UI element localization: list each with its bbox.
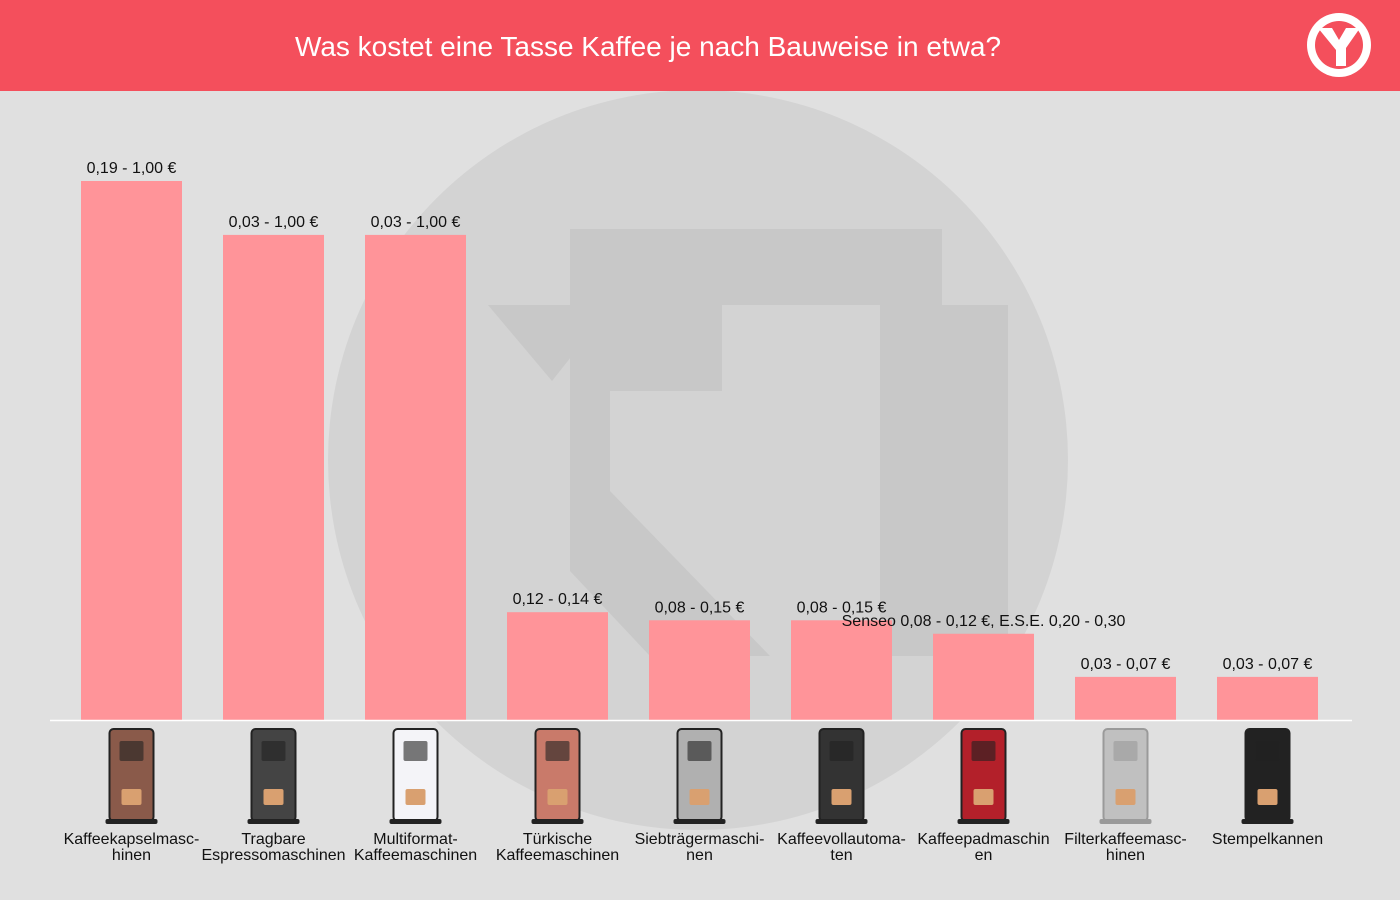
- kt-logo-icon: [1307, 13, 1371, 77]
- data-labels-group: 0,19 - 1,00 € 0,03 - 1,00 € 0,03 - 1,00 € 0…: [87, 160, 1313, 673]
- french-press-icon: [1241, 728, 1294, 824]
- data-label-2: 0,03 - 1,00 €: [371, 214, 461, 231]
- category-label-2-0: Multiformat-: [373, 831, 457, 848]
- bar-8: [1217, 676, 1318, 720]
- bar-7: [1075, 676, 1176, 720]
- data-label-4: 0,08 - 0,15 €: [655, 599, 745, 616]
- multiformat-machine-icon: [389, 728, 442, 824]
- category-icons-group: [105, 728, 1294, 824]
- filter-coffee-machine-icon: [1099, 728, 1152, 824]
- bar-0: [81, 181, 182, 720]
- category-label-0-0: Kaffeekapselmasc-: [64, 831, 200, 848]
- portable-espresso-maker-icon: [247, 728, 300, 824]
- fully-automatic-machine-icon: [815, 728, 868, 824]
- bar-1: [223, 234, 324, 720]
- bar-3: [507, 612, 608, 720]
- data-label-3: 0,12 - 0,14 €: [513, 591, 603, 608]
- category-label-1-1: Espressomaschinen: [201, 847, 345, 864]
- turkish-coffee-machine-icon: [531, 728, 584, 824]
- data-label-6: Senseo 0,08 - 0,12 €, E.S.E. 0,20 - 0,30: [842, 613, 1126, 630]
- data-label-5: 0,08 - 0,15 €: [797, 599, 887, 616]
- capsule-machine-icon: [105, 728, 158, 824]
- category-label-4-1: nen: [686, 847, 713, 864]
- bar-4: [649, 620, 750, 720]
- category-label-8-0: Stempelkannen: [1212, 831, 1323, 848]
- category-label-5-1: ten: [830, 847, 852, 864]
- category-labels-group: Kaffeekapselmasc-hinen TragbareEspressoma…: [64, 831, 1323, 864]
- bar-2: [365, 234, 466, 720]
- bars-group: [81, 181, 1318, 720]
- category-label-7-1: hinen: [1106, 847, 1145, 864]
- category-label-6-0: Kaffeepadmaschin: [917, 831, 1049, 848]
- portafilter-machine-icon: [673, 728, 726, 824]
- data-label-8: 0,03 - 0,07 €: [1223, 656, 1313, 673]
- data-label-7: 0,03 - 0,07 €: [1081, 656, 1171, 673]
- header-bar: Was kostet eine Tasse Kaffee je nach Bau…: [0, 0, 1400, 91]
- category-label-2-1: Kaffeemaschinen: [354, 847, 477, 864]
- category-label-1-0: Tragbare: [241, 831, 305, 848]
- category-label-6-1: en: [975, 847, 993, 864]
- category-label-7-0: Filterkaffeemasc-: [1064, 831, 1186, 848]
- bar-6: [933, 633, 1034, 720]
- category-label-4-0: Siebträgermaschi-: [635, 831, 765, 848]
- chart-title: Was kostet eine Tasse Kaffee je nach Bau…: [294, 31, 1002, 62]
- data-label-1: 0,03 - 1,00 €: [229, 214, 319, 231]
- data-label-0: 0,19 - 1,00 €: [87, 160, 177, 177]
- category-label-5-0: Kaffeevollautoma-: [777, 831, 906, 848]
- category-label-3-1: Kaffeemaschinen: [496, 847, 619, 864]
- category-label-0-1: hinen: [112, 847, 151, 864]
- pad-machine-icon: [957, 728, 1010, 824]
- category-label-3-0: Türkische: [523, 831, 592, 848]
- bar-5: [791, 620, 892, 720]
